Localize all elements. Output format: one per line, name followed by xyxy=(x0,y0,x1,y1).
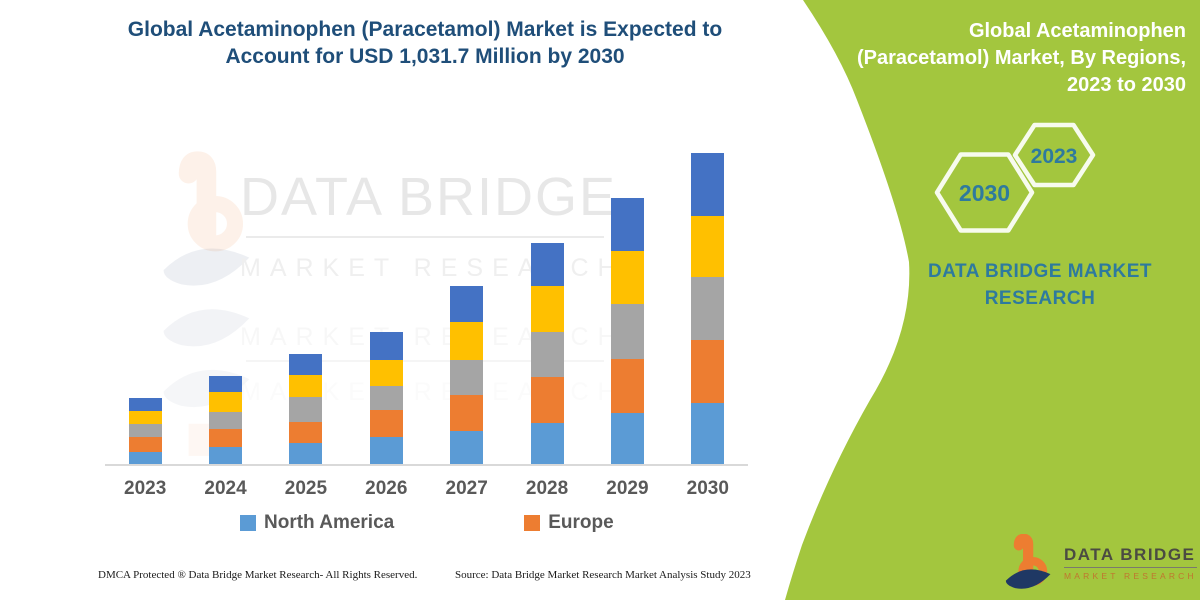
bar-segment-unlabeled-region-gray xyxy=(369,386,403,411)
bar-segment-unlabeled-region-yellow xyxy=(128,410,162,425)
chart-title-line1: Global Acetaminophen (Paracetamol) Marke… xyxy=(127,18,723,41)
bar-segment-unlabeled-region-gray xyxy=(289,396,323,422)
stacked-bar-2026 xyxy=(369,331,403,464)
bar-segment-europe xyxy=(128,436,162,452)
bar-segment-unlabeled-region-darkblue xyxy=(450,286,484,322)
bar-slot-2030 xyxy=(668,150,748,464)
legend: North America Europe xyxy=(105,512,748,534)
stacked-bar-2029 xyxy=(610,198,644,464)
logo-brand-name: DATA BRIDGE xyxy=(1064,545,1197,568)
legend-label: Europe xyxy=(548,512,614,533)
bar-segment-unlabeled-region-darkblue xyxy=(369,331,403,360)
stacked-bar-2024 xyxy=(209,376,243,464)
hexagon-2030-label: 2030 xyxy=(959,180,1010,206)
legend-item-europe: Europe xyxy=(524,512,614,534)
x-axis-labels: 2023 2024 2025 2026 2027 2028 2029 2030 xyxy=(105,478,748,500)
stacked-bar-2030 xyxy=(691,153,725,464)
footer-dmca-text: DMCA Protected ® Data Bridge Market Rese… xyxy=(98,569,418,581)
bar-segment-unlabeled-region-gray xyxy=(610,303,644,359)
plot-area xyxy=(105,150,748,466)
chart-title: Global Acetaminophen (Paracetamol) Marke… xyxy=(100,16,750,70)
logo-brand-subtitle: MARKET RESEARCH xyxy=(1064,571,1197,581)
bar-slot-2026 xyxy=(346,150,426,464)
bar-segment-north-america xyxy=(450,430,484,464)
bar-segment-europe xyxy=(450,395,484,431)
bar-slot-2028 xyxy=(507,150,587,464)
bar-slot-2023 xyxy=(105,150,185,464)
x-axis-label-2023: 2023 xyxy=(124,478,167,499)
right-panel-title: Global Acetaminophen (Paracetamol) Marke… xyxy=(846,18,1186,99)
bar-slot-2024 xyxy=(185,150,265,464)
x-axis-label-2025: 2025 xyxy=(284,478,328,499)
legend-swatch xyxy=(240,515,256,531)
bar-segment-unlabeled-region-yellow xyxy=(289,374,323,397)
green-panel-background xyxy=(785,0,1200,600)
hexagon-years-graphic: 2030 2023 xyxy=(934,122,1096,233)
bar-segment-unlabeled-region-darkblue xyxy=(128,397,162,411)
legend-label: North America xyxy=(264,512,395,533)
bar-segment-europe xyxy=(530,376,564,423)
bar-segment-unlabeled-region-yellow xyxy=(209,391,243,413)
bar-segment-unlabeled-region-darkblue xyxy=(209,376,243,392)
right-panel-title-line2: (Paracetamol) Market, By Regions, xyxy=(857,47,1186,69)
right-panel-brand-text: DATA BRIDGE MARKET RESEARCH xyxy=(900,258,1180,312)
x-axis-label-2028: 2028 xyxy=(525,478,569,499)
hexagon-2030 xyxy=(934,152,1035,233)
chart-title-line2: Account for USD 1,031.7 Million by 2030 xyxy=(225,45,625,68)
right-panel-brand-line2: RESEARCH xyxy=(984,288,1096,309)
bar-segment-europe xyxy=(369,410,403,438)
bar-slot-2027 xyxy=(427,150,507,464)
bar-segment-unlabeled-region-darkblue xyxy=(289,354,323,375)
stacked-bar-2027 xyxy=(450,286,484,464)
bar-segment-unlabeled-region-gray xyxy=(209,412,243,430)
footer-source-text: Source: Data Bridge Market Research Mark… xyxy=(455,569,751,581)
hexagon-2023-label: 2023 xyxy=(1031,145,1078,168)
bar-segment-europe xyxy=(610,358,644,413)
data-bridge-logo: DATA BRIDGE MARKET RESEARCH xyxy=(1004,534,1197,592)
x-axis-label-2030: 2030 xyxy=(686,478,729,499)
bar-segment-north-america xyxy=(209,447,243,464)
bar-segment-north-america xyxy=(128,451,162,464)
bar-segment-unlabeled-region-yellow xyxy=(691,216,725,277)
x-axis-label-2024: 2024 xyxy=(204,478,247,499)
bar-slot-2029 xyxy=(587,150,667,464)
x-axis-label-2029: 2029 xyxy=(606,478,649,499)
legend-swatch xyxy=(524,515,541,531)
bar-segment-unlabeled-region-darkblue xyxy=(530,243,564,286)
bar-segment-europe xyxy=(209,429,243,448)
bar-segment-unlabeled-region-yellow xyxy=(610,250,644,304)
bar-segment-unlabeled-region-gray xyxy=(450,359,484,396)
bar-segment-north-america xyxy=(610,412,644,464)
bar-segment-unlabeled-region-yellow xyxy=(450,321,484,360)
bar-segment-north-america xyxy=(530,422,564,464)
bar-segment-unlabeled-region-gray xyxy=(128,424,162,437)
right-panel-brand-line1: DATA BRIDGE MARKET xyxy=(928,261,1152,282)
bar-segment-unlabeled-region-yellow xyxy=(530,285,564,332)
bar-segment-north-america xyxy=(369,437,403,464)
bar-segment-north-america xyxy=(691,403,725,464)
right-panel-title-line1: Global Acetaminophen xyxy=(968,20,1186,42)
bar-segment-unlabeled-region-darkblue xyxy=(691,153,725,217)
bar-segment-unlabeled-region-gray xyxy=(691,276,725,341)
stacked-bar-2025 xyxy=(289,354,323,464)
x-axis-label-2027: 2027 xyxy=(445,478,488,499)
hexagon-2023 xyxy=(1012,122,1096,188)
stacked-bar-2023 xyxy=(128,397,162,464)
bar-segment-europe xyxy=(289,421,323,444)
bar-segment-unlabeled-region-gray xyxy=(530,331,564,377)
bar-segment-unlabeled-region-yellow xyxy=(369,359,403,387)
bar-slot-2025 xyxy=(266,150,346,464)
bar-segment-north-america xyxy=(289,443,323,464)
bars-container xyxy=(105,150,748,464)
bar-segment-europe xyxy=(691,340,725,404)
x-axis-label-2026: 2026 xyxy=(365,478,408,499)
right-panel-title-line3: 2023 to 2030 xyxy=(1067,74,1186,96)
data-bridge-logo-icon xyxy=(1005,534,1051,589)
stacked-bar-2028 xyxy=(530,243,564,464)
bar-segment-unlabeled-region-darkblue xyxy=(610,198,644,251)
legend-item-north-america: North America xyxy=(240,512,394,534)
